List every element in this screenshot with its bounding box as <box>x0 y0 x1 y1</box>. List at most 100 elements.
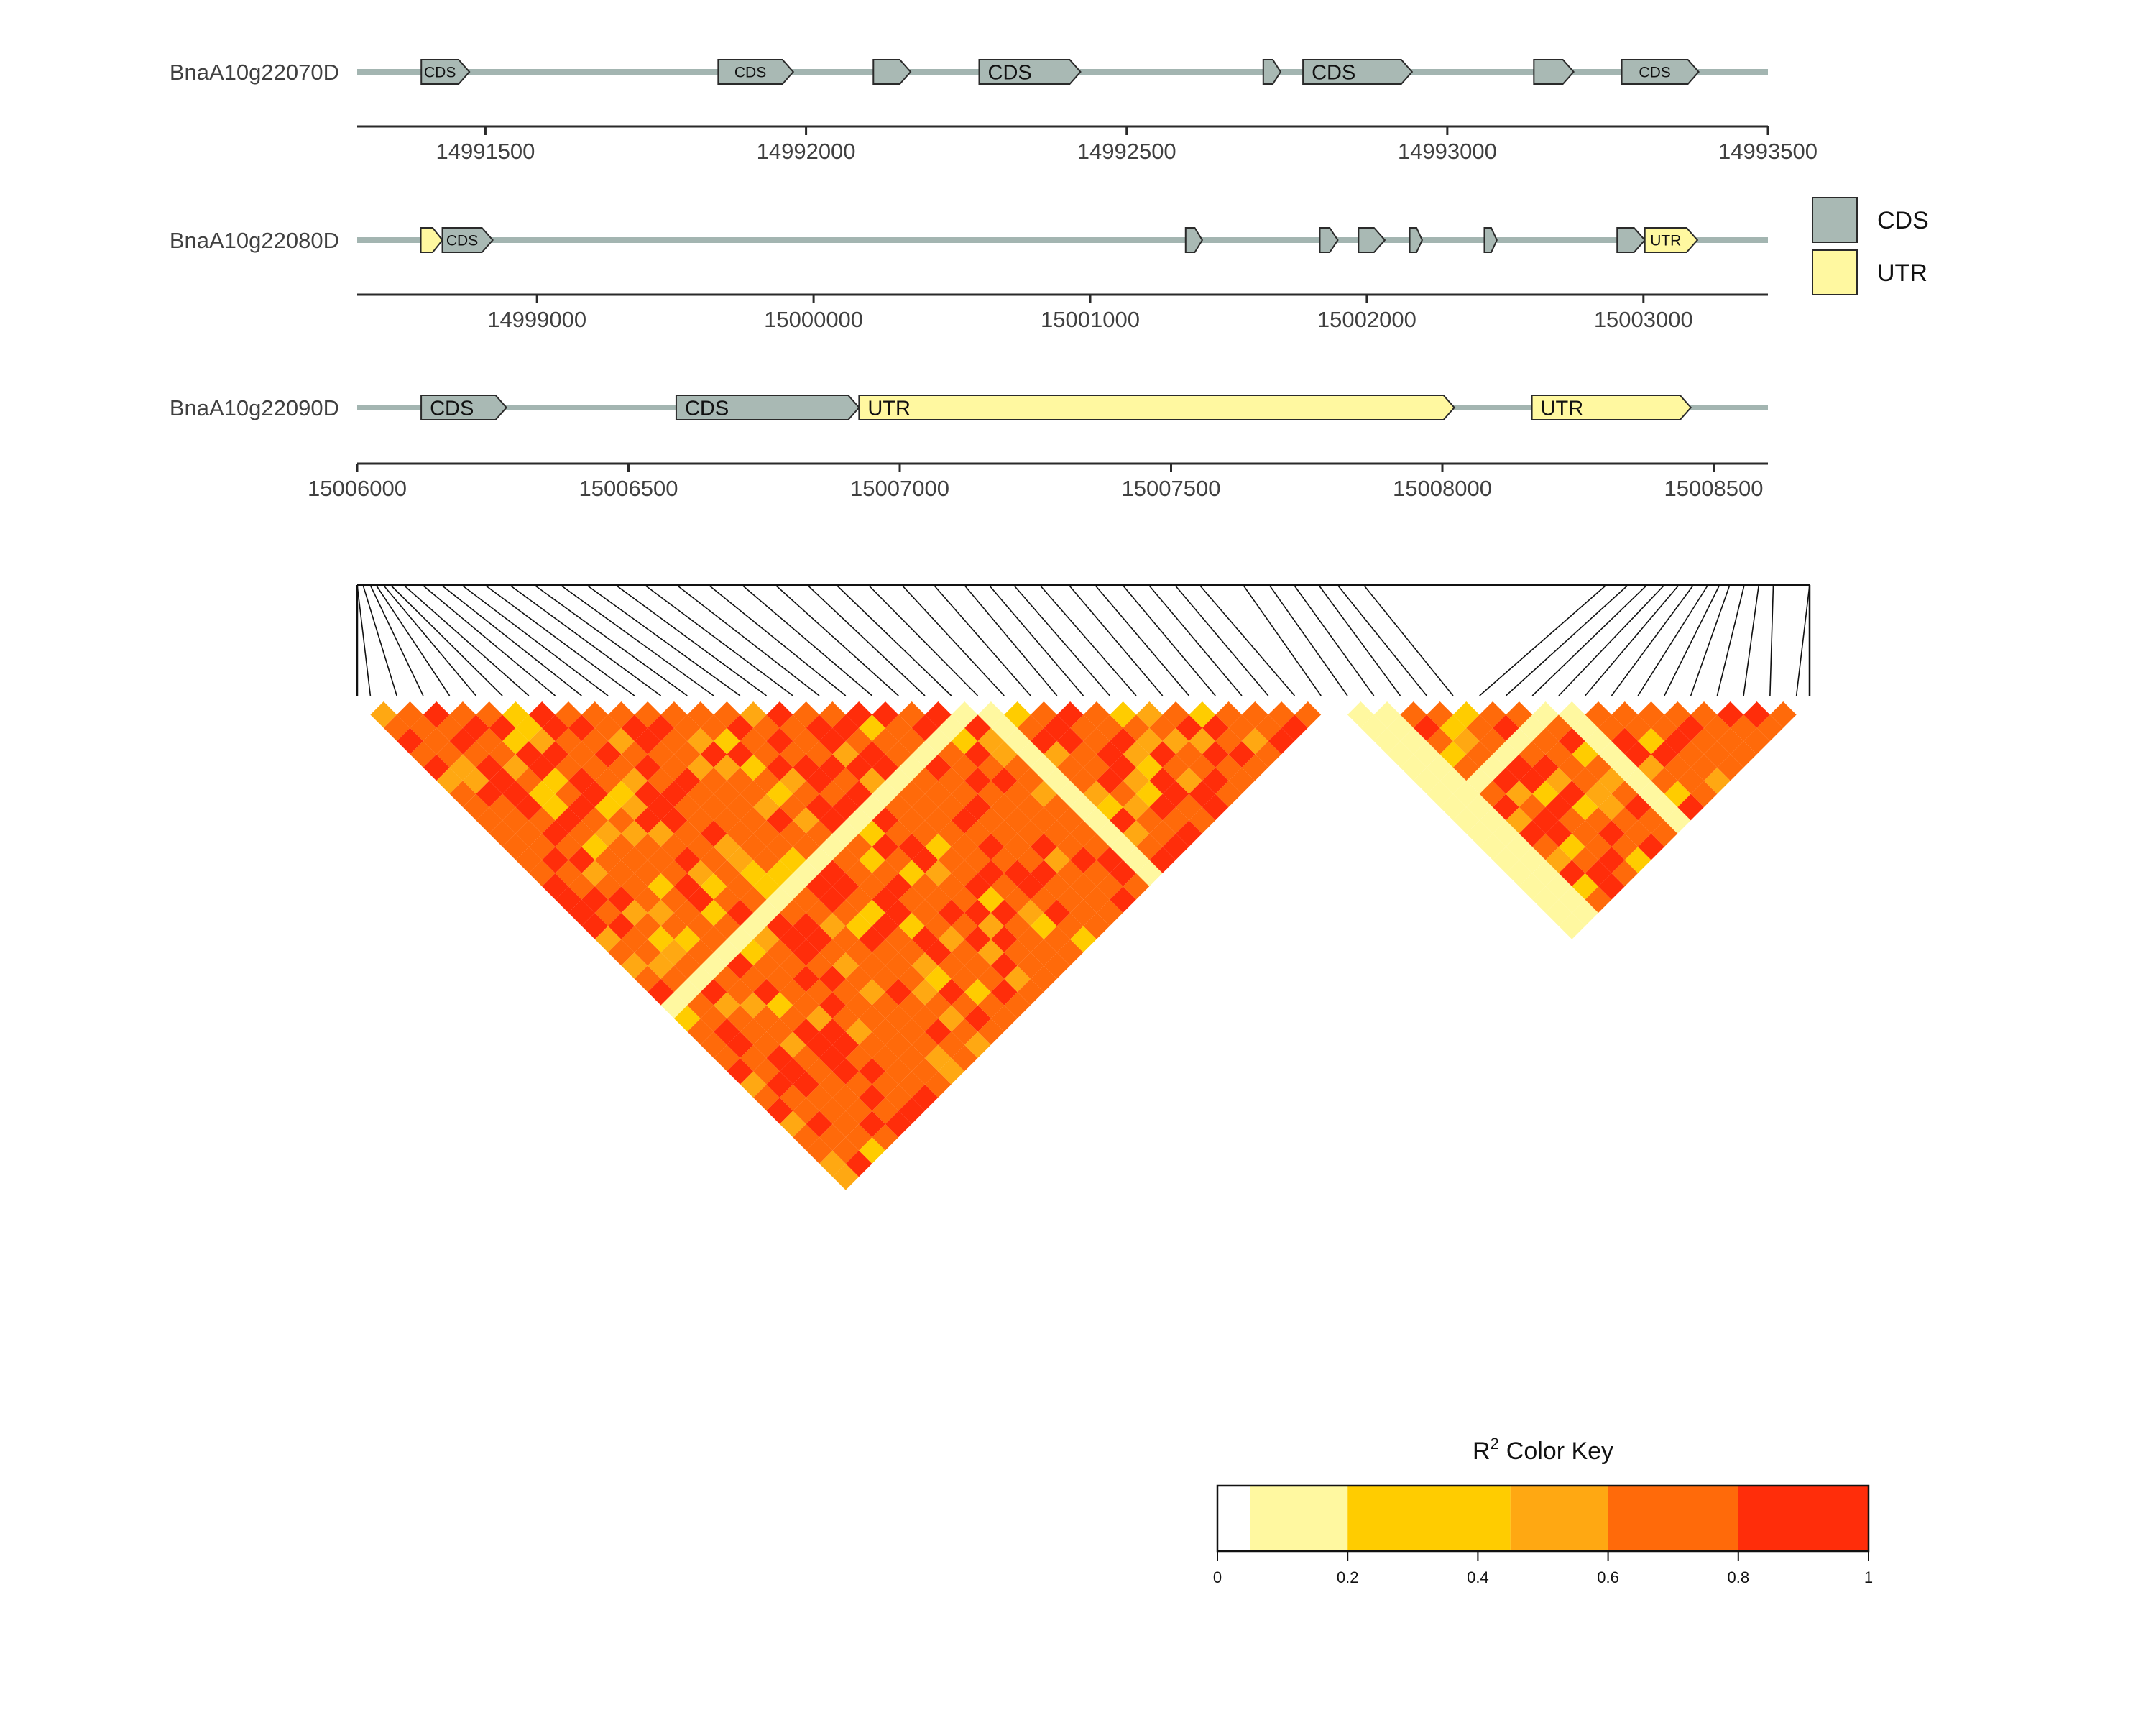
ld-cell <box>1228 741 1256 768</box>
ld-cell <box>1307 1058 1335 1085</box>
ld-cell <box>1334 847 1361 873</box>
ld-cell <box>608 860 635 887</box>
ld-cell <box>845 1018 872 1045</box>
ld-cell <box>700 794 727 821</box>
ld-cell <box>1004 702 1031 728</box>
ld-cell <box>898 1123 926 1151</box>
ld-cell <box>1241 912 1268 939</box>
ld-cell <box>990 1216 1018 1243</box>
ld-cell <box>779 873 806 900</box>
ld-cell <box>1162 1098 1189 1124</box>
utr-feature <box>420 227 443 253</box>
ld-cell <box>1493 978 1519 1006</box>
ld-cell <box>753 714 780 742</box>
ld-cell <box>1664 754 1691 781</box>
ld-cell <box>1413 714 1440 742</box>
ld-cell <box>397 702 423 728</box>
ld-cell <box>1123 1216 1150 1243</box>
ld-cell <box>1334 873 1361 900</box>
ld-cell <box>819 992 846 1018</box>
ld-cell <box>1545 767 1572 794</box>
cds-feature <box>1616 227 1646 253</box>
ld-cell <box>1373 1098 1401 1124</box>
ld-cell <box>779 820 806 847</box>
ld-cell <box>1031 1282 1057 1310</box>
ld-cell <box>845 939 872 966</box>
ld-cell <box>1373 886 1401 913</box>
ld-cell <box>1162 1203 1189 1230</box>
ld-cell <box>1241 1071 1268 1098</box>
ld-cell <box>1096 926 1123 953</box>
ld-cell <box>714 965 740 993</box>
ld-cell <box>714 912 740 939</box>
ld-cell <box>687 806 714 834</box>
ld-cell <box>925 886 952 913</box>
ld-cell <box>1228 847 1256 873</box>
ld-cell <box>621 873 648 900</box>
ld-cell <box>1123 1058 1150 1085</box>
ld-cell <box>977 1071 1005 1098</box>
ld-cell <box>753 899 780 926</box>
ld-cell <box>885 1110 912 1138</box>
ld-cell <box>1373 1071 1401 1098</box>
ld-cell <box>1123 714 1150 742</box>
ld-cell <box>1400 1071 1427 1098</box>
ld-cell <box>779 714 806 742</box>
ld-cell <box>1056 1388 1084 1415</box>
ld-cell <box>1545 794 1572 821</box>
ld-cell <box>673 767 701 794</box>
ld-cell <box>1241 781 1268 807</box>
ld-cell <box>1162 912 1189 939</box>
ld-cell <box>528 754 556 781</box>
axis-tick-label: 14992500 <box>1077 139 1176 164</box>
ld-cell <box>964 1137 991 1164</box>
ld-cell <box>489 741 516 768</box>
ld-cell <box>581 912 609 939</box>
ld-cell <box>1215 1203 1242 1230</box>
ld-cell <box>727 978 754 1006</box>
ld-cell <box>1360 899 1388 926</box>
ld-cell <box>779 952 806 979</box>
ld-cell <box>1624 847 1651 873</box>
ld-cell <box>1413 847 1440 873</box>
ld-cell <box>1149 1137 1176 1164</box>
cds-feature <box>1533 59 1575 85</box>
ld-cell <box>1268 833 1295 860</box>
ld-cell <box>859 899 885 926</box>
ld-cell <box>660 754 688 781</box>
ld-cell <box>1439 1031 1467 1059</box>
ld-cell <box>1400 833 1427 860</box>
ld-cell <box>1123 1164 1150 1190</box>
ld-cell <box>1519 794 1546 821</box>
ld-cell <box>1519 899 1546 926</box>
ld-cell <box>1294 860 1322 887</box>
snp-connector-line <box>1769 584 1774 696</box>
ld-cell <box>1202 952 1229 979</box>
ld-cell <box>1135 1309 1163 1335</box>
ld-cell <box>542 767 568 794</box>
ld-cell <box>753 1058 780 1085</box>
ld-cell <box>1427 702 1453 728</box>
ld-cell <box>938 1031 965 1059</box>
ld-cell <box>1624 714 1651 742</box>
ld-cell <box>1611 860 1639 887</box>
ld-cell <box>1638 702 1664 728</box>
ld-cell <box>990 1084 1018 1111</box>
ld-cell <box>1123 1190 1150 1217</box>
ld-cell <box>1228 1058 1256 1085</box>
ld-cell <box>1056 1071 1084 1098</box>
ld-cell <box>714 886 740 913</box>
ld-cell <box>1162 1123 1189 1151</box>
ld-cell <box>1281 1031 1308 1059</box>
ld-cell <box>714 781 740 807</box>
ld-cell <box>1096 767 1123 794</box>
ld-cell <box>740 1071 767 1098</box>
ld-cell <box>568 873 595 900</box>
ld-cell <box>1268 1123 1295 1151</box>
ld-cell <box>1427 860 1453 887</box>
ld-cell <box>1189 860 1216 887</box>
ld-cell <box>885 847 912 873</box>
ld-cell <box>608 806 635 834</box>
ld-cell <box>1572 794 1599 821</box>
color-key-title: R2 Color Key <box>1473 1435 1613 1465</box>
